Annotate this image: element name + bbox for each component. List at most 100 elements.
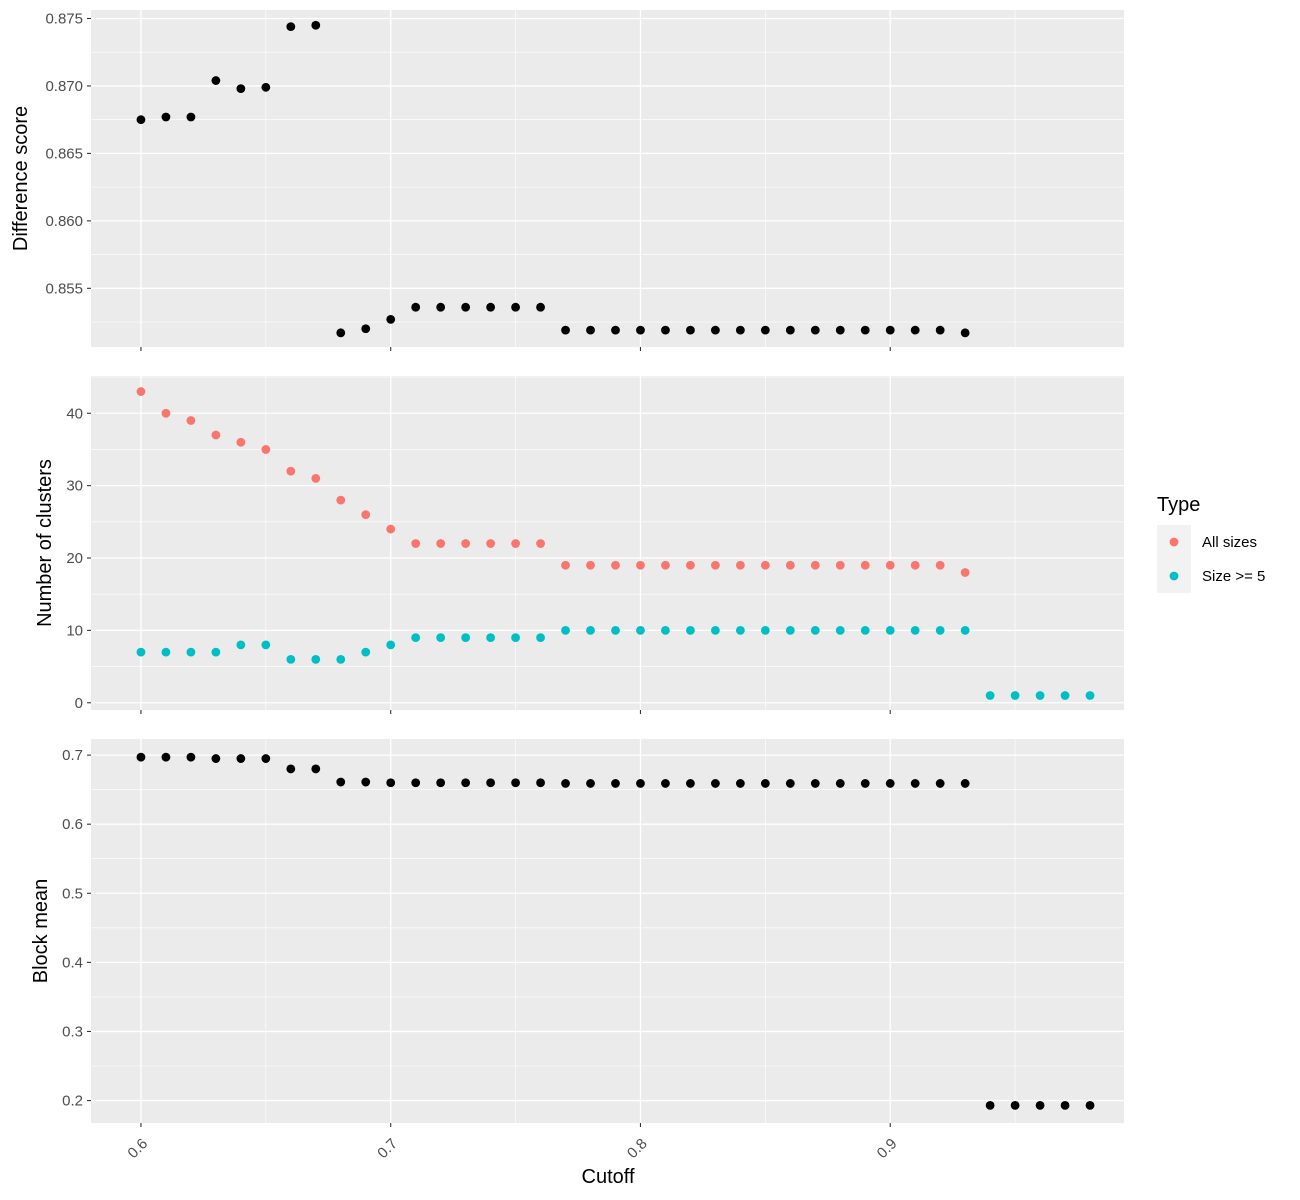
data-point <box>361 777 371 787</box>
data-point <box>910 560 920 570</box>
data-point <box>311 474 321 483</box>
panel-block-mean: 0.2 0.3 0.4 0.5 0.6 0.7 0.6 0.7 0.8 0.9 Block mean <box>30 739 1124 1162</box>
data-point <box>611 625 620 635</box>
y-axis-title: Difference score <box>10 106 32 251</box>
data-point <box>436 302 446 312</box>
data-point <box>361 510 371 519</box>
data-point <box>336 777 346 787</box>
data-point <box>960 625 970 635</box>
data-point <box>536 778 545 788</box>
data-point <box>461 302 471 312</box>
panel-background <box>91 10 1124 347</box>
y-tick-label: 0.6 <box>62 816 83 833</box>
data-point <box>785 325 795 335</box>
data-point <box>636 560 645 570</box>
panel-background <box>91 739 1124 1123</box>
data-point <box>236 754 246 763</box>
y-tick-label: 10 <box>66 622 83 639</box>
y-tick-label: 40 <box>66 405 83 422</box>
legend-label: Size >= 5 <box>1202 568 1265 585</box>
x-tick-label: 0.6 <box>124 1135 151 1162</box>
data-point <box>286 764 296 774</box>
data-point <box>910 779 920 788</box>
y-tick-label: 0 <box>75 695 83 712</box>
data-point <box>1060 691 1070 700</box>
data-point <box>136 647 146 657</box>
data-point <box>686 625 695 635</box>
data-point <box>735 625 745 635</box>
data-point <box>236 84 246 94</box>
data-point <box>261 445 271 454</box>
y-tick-label: 0.7 <box>62 747 83 764</box>
data-point <box>186 752 196 762</box>
data-point <box>511 778 520 788</box>
data-point <box>1085 691 1095 700</box>
data-point <box>860 325 870 335</box>
data-point <box>436 539 446 548</box>
data-point <box>561 325 570 335</box>
data-point <box>810 560 820 570</box>
data-point <box>536 302 545 312</box>
data-point <box>161 752 171 762</box>
data-point <box>336 328 346 338</box>
data-point <box>611 560 620 570</box>
data-point <box>835 560 845 570</box>
data-point <box>860 560 870 570</box>
data-point <box>311 654 321 664</box>
y-tick-label: 0.855 <box>45 280 83 297</box>
data-point <box>511 633 520 643</box>
data-point <box>985 1100 995 1110</box>
data-point <box>1085 1100 1095 1110</box>
data-point <box>461 633 471 643</box>
y-tick-label: 30 <box>66 478 83 495</box>
data-point <box>661 779 670 788</box>
data-point <box>611 325 620 335</box>
data-point <box>860 625 870 635</box>
data-point <box>686 325 695 335</box>
data-point <box>735 560 745 570</box>
data-point <box>586 560 595 570</box>
y-tick-label: 0.860 <box>45 213 83 230</box>
panel-number-of-clusters: 0 10 20 30 40 Number of clusters <box>34 376 1124 714</box>
data-point <box>661 560 670 570</box>
data-point <box>561 560 570 570</box>
data-point <box>261 754 271 763</box>
data-point <box>161 408 171 418</box>
data-point <box>835 325 845 335</box>
y-tick-label: 0.870 <box>45 78 83 95</box>
data-point <box>935 779 945 788</box>
series-points <box>136 20 970 338</box>
data-point <box>461 539 471 548</box>
data-point <box>236 437 246 447</box>
data-point <box>760 560 770 570</box>
data-point <box>960 779 970 788</box>
data-point <box>211 754 221 763</box>
legend-title: Type <box>1157 494 1200 516</box>
data-point <box>636 625 645 635</box>
x-tick-label: 0.8 <box>624 1135 651 1162</box>
x-tick-label: 0.9 <box>874 1135 901 1162</box>
series-points <box>136 625 1095 700</box>
data-point <box>810 779 820 788</box>
y-tick-label: 0.4 <box>62 954 83 971</box>
data-point <box>386 314 396 324</box>
data-point <box>561 625 570 635</box>
data-point <box>336 495 346 505</box>
data-point <box>885 625 895 635</box>
data-point <box>710 625 720 635</box>
data-point <box>910 325 920 335</box>
data-point <box>486 778 496 788</box>
y-tick-label: 0.865 <box>45 145 83 162</box>
data-point <box>536 539 545 548</box>
data-point <box>910 625 920 635</box>
data-point <box>511 539 520 548</box>
data-point <box>785 779 795 788</box>
y-axis-title: Block mean <box>30 879 52 984</box>
y-tick-label: 0.5 <box>62 885 83 902</box>
y-axis-title: Number of clusters <box>34 459 56 627</box>
data-point <box>386 640 396 650</box>
data-point <box>161 647 171 657</box>
panels-layer: 0.855 0.860 0.865 0.870 0.875 Difference scor… <box>10 10 1124 1162</box>
legend: Type All sizes Size >= 5 <box>1157 494 1265 593</box>
